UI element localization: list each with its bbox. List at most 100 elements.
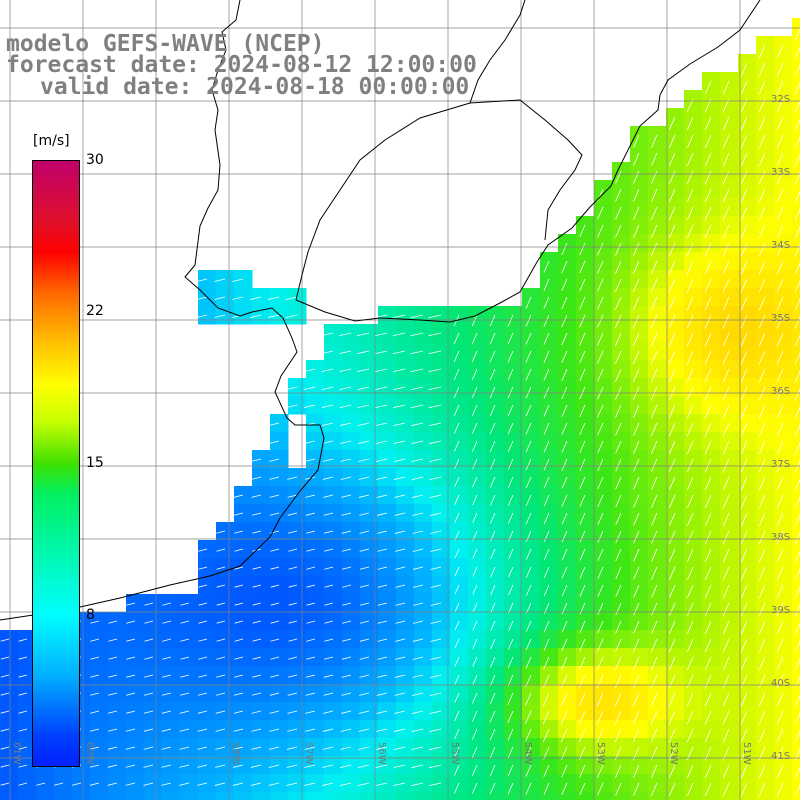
- field-cell: [396, 486, 415, 505]
- wind-arrow: [454, 566, 460, 577]
- forecast-date: forecast date: 2024-08-12 12:00:00: [6, 52, 477, 78]
- wind-arrow: [233, 494, 244, 498]
- wind-arrow: [669, 494, 676, 508]
- field-cell: [396, 612, 415, 631]
- wind-arrow: [377, 656, 388, 660]
- field-cell: [144, 630, 163, 649]
- wind-arrow: [758, 782, 766, 797]
- field-cell: [126, 684, 145, 703]
- field-cell: [792, 702, 800, 721]
- wind-arrow: [392, 314, 406, 319]
- wind-arrow: [270, 620, 280, 624]
- wind-arrow: [341, 638, 352, 642]
- wind-arrow: [269, 692, 280, 696]
- wind-arrow: [270, 548, 280, 552]
- wind-arrow: [615, 548, 622, 562]
- wind-arrow: [507, 404, 514, 417]
- wind-arrow: [543, 530, 550, 543]
- field-cell: [198, 558, 217, 577]
- wind-arrow: [668, 314, 676, 329]
- wind-arrow: [543, 476, 550, 489]
- wind-arrow: [472, 674, 478, 686]
- wind-arrow: [669, 170, 676, 184]
- wind-arrow: [216, 674, 226, 678]
- wind-arrow: [758, 44, 766, 59]
- wind-arrow: [597, 260, 604, 274]
- wind-arrow: [776, 44, 784, 59]
- field-cell: [792, 72, 800, 91]
- field-cell: [432, 414, 451, 433]
- wind-arrow: [722, 674, 730, 689]
- field-cell: [324, 702, 343, 721]
- field-cell: [216, 792, 235, 800]
- field-cell: [270, 450, 289, 469]
- field-cell: [180, 756, 199, 775]
- wind-arrow: [471, 440, 478, 452]
- wind-arrow: [162, 602, 172, 606]
- wind-arrow: [794, 784, 800, 797]
- field-cell: [18, 666, 37, 685]
- lat-label: 34S: [771, 240, 791, 251]
- field-cell: [432, 630, 451, 649]
- wind-arrow: [794, 496, 800, 509]
- field-cell: [288, 576, 307, 595]
- wind-arrow: [215, 764, 226, 768]
- wind-arrow: [543, 494, 550, 507]
- wind-arrow: [758, 188, 766, 203]
- wind-arrow: [579, 476, 586, 489]
- wind-arrow: [651, 548, 658, 562]
- wind-arrow: [234, 638, 244, 642]
- wind-arrow: [322, 746, 334, 750]
- field-cell: [702, 792, 721, 800]
- wind-arrow: [234, 674, 244, 678]
- wind-arrow: [429, 692, 442, 696]
- wind-arrow: [376, 710, 388, 714]
- wind-arrow: [216, 620, 226, 624]
- field-cell: [324, 414, 343, 433]
- wind-arrow: [632, 710, 640, 725]
- wind-arrow: [722, 278, 730, 293]
- wind-arrow: [288, 530, 298, 534]
- field-cell: [306, 378, 325, 397]
- field-cell: [792, 306, 800, 325]
- wind-arrow: [454, 458, 460, 470]
- wind-arrow: [394, 656, 406, 660]
- wind-arrow: [758, 278, 766, 293]
- wind-arrow: [758, 260, 766, 275]
- field-cell: [342, 414, 361, 433]
- field-cell: [378, 540, 397, 559]
- wind-arrow: [489, 764, 496, 777]
- wind-arrow: [758, 692, 766, 707]
- wind-arrow: [270, 656, 280, 660]
- field-cell: [198, 666, 217, 685]
- wind-arrow: [286, 782, 298, 786]
- field-cell: [126, 612, 145, 631]
- wind-arrow: [740, 116, 748, 131]
- field-cell: [792, 576, 800, 595]
- field-cell: [360, 702, 379, 721]
- wind-arrow: [704, 764, 712, 779]
- field-cell: [432, 684, 451, 703]
- wind-arrow: [579, 530, 586, 543]
- wind-arrow: [794, 676, 800, 689]
- wind-arrow: [305, 476, 316, 480]
- wind-arrow: [597, 548, 604, 561]
- wind-arrow: [579, 620, 586, 633]
- field-cell: [0, 648, 19, 667]
- wind-arrow: [306, 620, 316, 624]
- wind-arrow: [651, 782, 658, 796]
- wind-arrow: [525, 620, 532, 632]
- field-cell: [198, 684, 217, 703]
- wind-arrow: [412, 512, 424, 516]
- field-cell: [792, 738, 800, 757]
- wind-arrow: [393, 746, 406, 750]
- field-cell: [684, 792, 703, 800]
- field-cell: [234, 270, 253, 289]
- wind-arrow: [250, 764, 262, 768]
- wind-arrow: [776, 566, 784, 581]
- lon-label: 61W: [11, 742, 22, 765]
- wind-arrow: [339, 422, 352, 426]
- field-cell: [324, 360, 343, 379]
- wind-arrow: [489, 710, 496, 723]
- wind-arrow: [794, 478, 800, 491]
